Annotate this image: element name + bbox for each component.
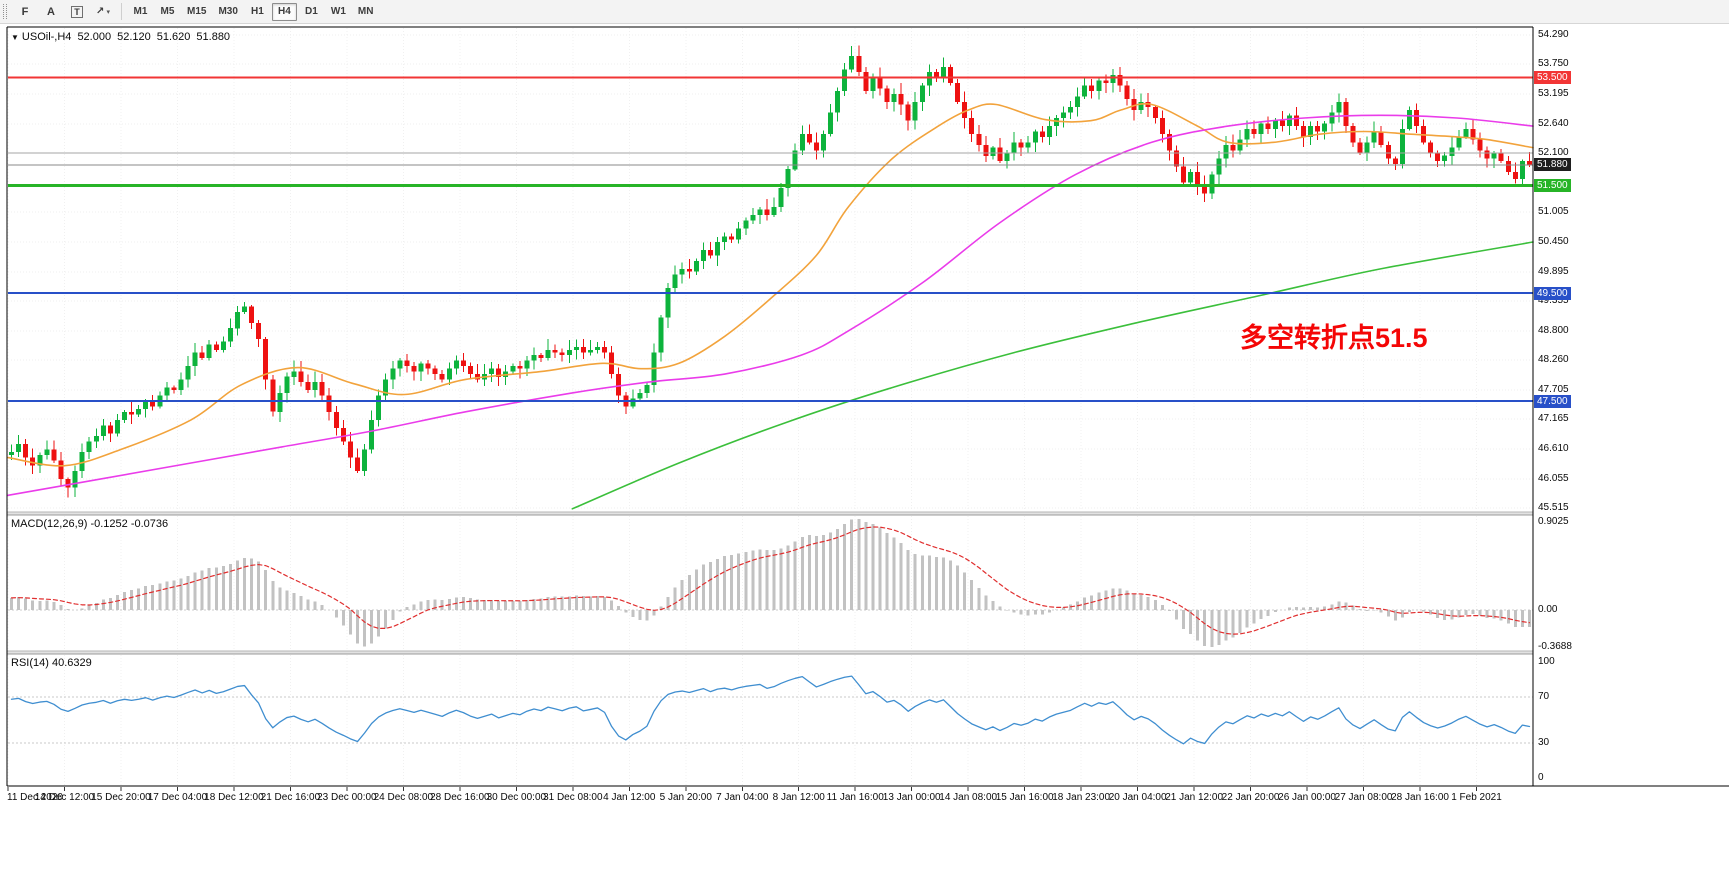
price-label-pivot: 51.500 bbox=[1534, 178, 1571, 192]
price-label-resistance: 53.500 bbox=[1534, 71, 1571, 85]
text-label-icon: T bbox=[71, 5, 83, 18]
price-label-support-2: 47.500 bbox=[1534, 394, 1571, 408]
time-axis-label: 26 Jan 00:00 bbox=[1278, 792, 1336, 803]
time-axis-label: 27 Jan 08:00 bbox=[1334, 792, 1393, 803]
time-axis-label: 28 Jan 16:00 bbox=[1391, 792, 1449, 803]
price-axis-label: 48.260 bbox=[1538, 354, 1569, 366]
time-axis-label: 18 Dec 12:00 bbox=[204, 792, 264, 803]
price-axis-label: 47.705 bbox=[1538, 383, 1569, 395]
time-axis-label: 14 Jan 08:00 bbox=[939, 792, 998, 803]
open-value: 52.000 bbox=[77, 31, 112, 43]
timeframe-button-h4[interactable]: H4 bbox=[271, 2, 297, 21]
chart-ohlc-label: ▼ USOil-,H4 52.000 52.120 51.620 51.880 bbox=[11, 31, 230, 43]
time-axis-label: 15 Jan 16:00 bbox=[995, 792, 1054, 803]
time-axis-label: 20 Jan 04:00 bbox=[1108, 792, 1167, 803]
toolbar-grip[interactable] bbox=[3, 4, 7, 19]
macd-axis-label: 0.00 bbox=[1538, 604, 1558, 615]
toolbar: F A T ↗ ▾ M1 M5 M15 M30 H1 H4 D1 W1 MN bbox=[0, 0, 1729, 24]
price-axis-label: 46.610 bbox=[1538, 442, 1569, 454]
drawing-tools-toolbar: F A T ↗ ▾ bbox=[12, 2, 116, 21]
time-axis-label: 13 Jan 00:00 bbox=[882, 792, 941, 803]
time-axis-label: 28 Dec 16:00 bbox=[430, 792, 490, 803]
price-axis-label: 53.195 bbox=[1538, 88, 1569, 100]
toolbar-separator bbox=[121, 3, 122, 20]
rsi-indicator-label: RSI(14) 40.6329 bbox=[11, 657, 92, 669]
time-axis-label: 21 Jan 12:00 bbox=[1165, 792, 1224, 803]
time-axis-label: 4 Jan 12:00 bbox=[603, 792, 656, 803]
price-axis-label: 45.515 bbox=[1538, 502, 1569, 513]
rsi-axis-label: 100 bbox=[1538, 656, 1555, 667]
time-axis-label: 14 Dec 12:00 bbox=[34, 792, 95, 803]
timeframe-button-mn[interactable]: MN bbox=[357, 6, 374, 17]
text-label-tool-button[interactable]: T bbox=[65, 2, 89, 21]
price-axis-label: 49.895 bbox=[1538, 265, 1569, 277]
timeframe-button-d1[interactable]: D1 bbox=[305, 6, 318, 17]
price-axis-label: 52.640 bbox=[1538, 117, 1569, 129]
time-axis[interactable]: 11 Dec 2020 14 Dec 12:00 15 Dec 20:00 17 De… bbox=[7, 790, 1533, 812]
price-label-support-1: 49.500 bbox=[1534, 286, 1571, 300]
price-axis-label: 51.005 bbox=[1538, 206, 1569, 218]
time-axis-label: 21 Dec 16:00 bbox=[260, 792, 321, 803]
rsi-axis-label: 30 bbox=[1538, 737, 1550, 749]
fibonacci-tool-button[interactable]: F bbox=[13, 2, 37, 21]
price-axis-label: 53.750 bbox=[1538, 58, 1569, 70]
rsi-axis-label: 0 bbox=[1538, 772, 1544, 783]
time-axis-label: 11 Jan 16:00 bbox=[826, 792, 884, 803]
time-axis-label: 30 Dec 00:00 bbox=[486, 792, 547, 803]
macd-indicator-label: MACD(12,26,9) -0.1252 -0.0736 bbox=[11, 518, 169, 530]
time-axis-label: 22 Jan 20:00 bbox=[1221, 792, 1280, 803]
price-axis-label: 49.355 bbox=[1538, 295, 1569, 306]
timeframe-button-m5[interactable]: M5 bbox=[160, 6, 175, 17]
macd-axis-label: 0.9025 bbox=[1538, 516, 1569, 527]
price-label-bid: 51.880 bbox=[1534, 158, 1571, 172]
price-axis-label: 50.450 bbox=[1538, 235, 1569, 247]
time-axis-label: 1 Feb 2021 bbox=[1451, 792, 1502, 803]
timeframe-button-m15[interactable]: M15 bbox=[187, 6, 207, 17]
arrows-icon: ↗ bbox=[96, 6, 105, 17]
price-axis-label: 47.165 bbox=[1538, 413, 1569, 425]
rsi-axis-label: 70 bbox=[1538, 690, 1550, 702]
time-axis-label: 31 Dec 08:00 bbox=[543, 792, 603, 803]
time-axis-label: 24 Dec 08:00 bbox=[373, 792, 434, 803]
arrows-tool-button[interactable]: ↗ ▾ bbox=[91, 2, 115, 21]
low-value: 51.620 bbox=[156, 31, 191, 43]
close-value: 51.880 bbox=[196, 31, 231, 43]
time-axis-label: 7 Jan 04:00 bbox=[716, 792, 769, 803]
quick-trade-arrow-icon[interactable]: ▼ bbox=[11, 33, 19, 42]
price-axis-label: 46.055 bbox=[1538, 472, 1569, 484]
timeframe-toolbar: M1 M5 M15 M30 H1 H4 D1 W1 MN bbox=[127, 2, 379, 21]
time-axis-label: 8 Jan 12:00 bbox=[772, 792, 825, 803]
price-axis[interactable]: 54.290 53.750 53.195 52.640 52.100 51.005 50.4… bbox=[1533, 24, 1729, 790]
price-axis-label: 54.290 bbox=[1538, 29, 1569, 40]
time-axis-label: 5 Jan 20:00 bbox=[659, 792, 712, 803]
time-axis-label: 17 Dec 04:00 bbox=[147, 792, 208, 803]
fibonacci-icon: F bbox=[21, 5, 29, 18]
price-axis-label: 52.100 bbox=[1538, 147, 1569, 159]
high-value: 52.120 bbox=[117, 31, 151, 43]
time-axis-label: 15 Dec 20:00 bbox=[91, 792, 151, 803]
text-tool-button[interactable]: A bbox=[39, 2, 63, 21]
timeframe-button-m30[interactable]: M30 bbox=[218, 6, 238, 17]
text-icon: A bbox=[47, 5, 55, 18]
timeframe-button-w1[interactable]: W1 bbox=[330, 6, 346, 17]
timeframe-button-m1[interactable]: M1 bbox=[133, 6, 148, 17]
macd-axis-label: -0.3688 bbox=[1538, 641, 1572, 653]
symbol-period-label: USOil-,H4 bbox=[21, 31, 72, 43]
time-axis-label: 11 Dec 2020 bbox=[7, 792, 63, 803]
price-axis-label: 48.800 bbox=[1538, 324, 1569, 336]
time-axis-label: 18 Jan 23:00 bbox=[1052, 792, 1111, 803]
dropdown-caret-icon: ▾ bbox=[106, 8, 110, 16]
annotation-text: 多空转折点51.5 bbox=[1240, 323, 1428, 353]
time-axis-label: 23 Dec 00:00 bbox=[317, 792, 377, 803]
timeframe-button-h1[interactable]: H1 bbox=[251, 6, 264, 17]
